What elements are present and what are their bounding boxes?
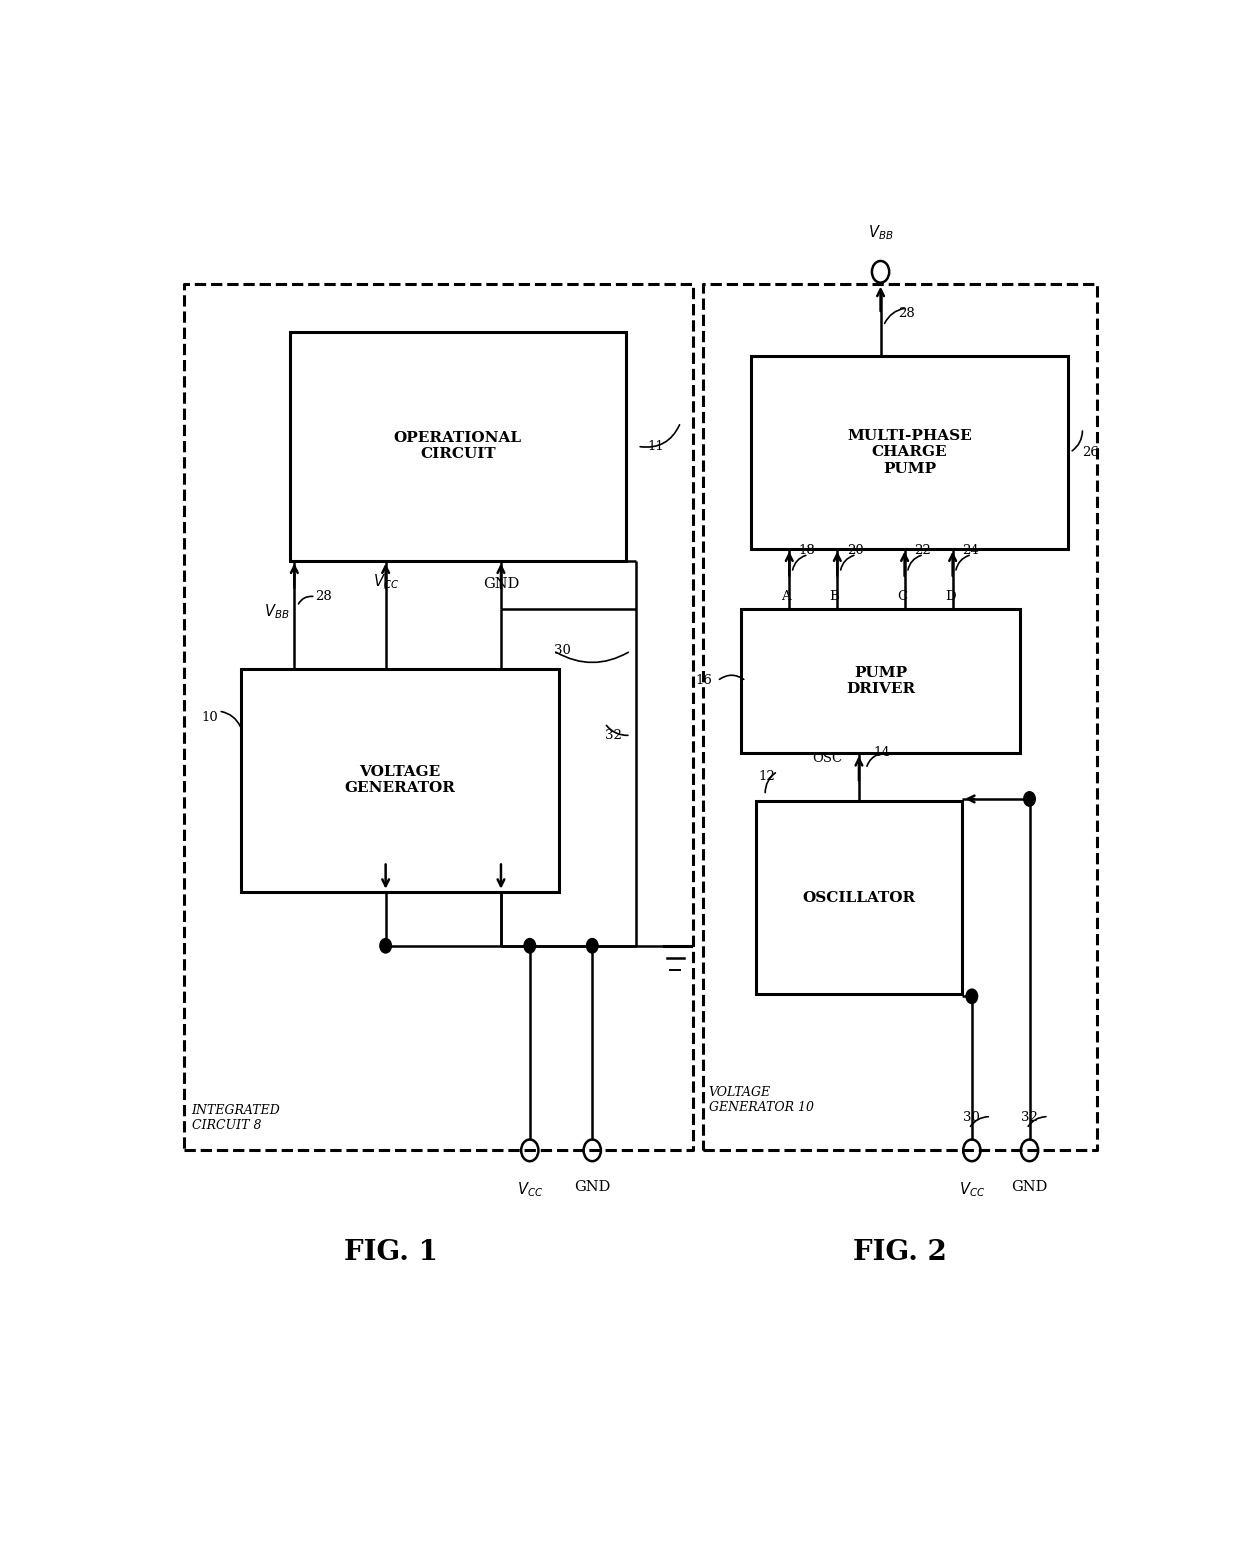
Text: $V_{CC}$: $V_{CC}$ [517,1180,543,1199]
Text: 24: 24 [962,544,980,556]
Text: 28: 28 [315,591,332,603]
Bar [755,802,962,994]
Text: 26: 26 [1083,445,1099,460]
Text: OPERATIONAL
CIRCUIT: OPERATIONAL CIRCUIT [393,431,522,461]
Bar [742,610,1021,753]
Circle shape [379,938,392,953]
Text: C: C [897,589,906,603]
Bar [290,331,626,561]
Text: 30: 30 [963,1111,981,1124]
Bar [242,669,558,891]
Text: 18: 18 [799,544,816,556]
Text: 10: 10 [201,711,218,724]
Text: MULTI-PHASE
CHARGE
PUMP: MULTI-PHASE CHARGE PUMP [847,430,972,475]
Text: GND: GND [1012,1180,1048,1194]
Text: D: D [945,589,956,603]
Text: A: A [781,589,791,603]
Circle shape [525,938,536,953]
Text: $V_{CC}$: $V_{CC}$ [372,572,399,591]
Text: 28: 28 [898,308,915,320]
Text: 32: 32 [1021,1111,1038,1124]
Text: PUMP
DRIVER: PUMP DRIVER [846,666,915,696]
Text: $V_{BB}$: $V_{BB}$ [264,602,289,621]
Text: INTEGRATED
CIRCUIT 8: INTEGRATED CIRCUIT 8 [191,1105,280,1132]
Text: FIG. 1: FIG. 1 [343,1239,438,1266]
Text: $V_{CC}$: $V_{CC}$ [959,1180,985,1199]
Circle shape [1024,792,1035,807]
Text: 20: 20 [847,544,864,556]
Text: GND: GND [482,577,520,591]
Text: VOLTAGE
GENERATOR 10: VOLTAGE GENERATOR 10 [708,1086,813,1114]
Text: B: B [830,589,839,603]
Text: 32: 32 [605,728,621,742]
Text: 22: 22 [914,544,931,556]
Text: GND: GND [574,1180,610,1194]
Text: 16: 16 [696,675,712,688]
Text: 14: 14 [874,746,890,760]
Text: OSC: OSC [812,752,843,766]
Text: 11: 11 [647,439,663,453]
Text: FIG. 2: FIG. 2 [853,1239,946,1266]
Circle shape [587,938,598,953]
Text: OSCILLATOR: OSCILLATOR [802,891,915,905]
Bar [751,356,1068,549]
Text: VOLTAGE
GENERATOR: VOLTAGE GENERATOR [345,766,455,796]
Text: $V_{BB}$: $V_{BB}$ [868,224,893,242]
Text: 12: 12 [759,771,775,783]
Text: 30: 30 [554,644,570,658]
Circle shape [966,989,977,1003]
